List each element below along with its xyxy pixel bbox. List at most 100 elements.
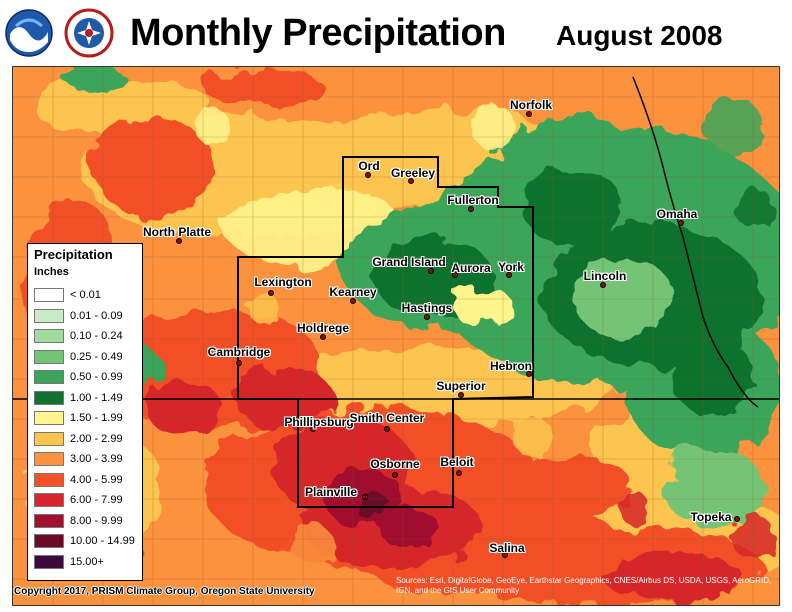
legend-item: 0.01 - 0.09 bbox=[34, 308, 140, 325]
legend-label: 6.00 - 7.99 bbox=[70, 494, 123, 506]
city-dot bbox=[526, 111, 532, 117]
legend-item: 10.00 - 14.99 bbox=[34, 534, 140, 550]
city-dot bbox=[320, 334, 326, 340]
period-label: August 2008 bbox=[556, 20, 723, 51]
legend-label: 0.01 - 0.09 bbox=[70, 309, 123, 322]
legend-swatch bbox=[34, 534, 64, 548]
legend-item: 3.00 - 3.99 bbox=[34, 452, 140, 468]
legend-swatch bbox=[34, 349, 64, 364]
copyright-text: Copyright 2017, PRISM Climate Group, Ore… bbox=[14, 586, 315, 597]
city-label: Grand Island bbox=[372, 255, 446, 269]
city-label: Hastings bbox=[401, 301, 453, 315]
city-dot bbox=[502, 552, 508, 558]
legend-units: Inches bbox=[34, 266, 69, 278]
river-boundary bbox=[632, 76, 759, 408]
city-label: Omaha bbox=[656, 207, 698, 221]
legend-swatch bbox=[34, 431, 64, 446]
city-dot bbox=[458, 392, 464, 398]
legend-item: 8.00 - 9.99 bbox=[34, 513, 140, 530]
city-dot bbox=[506, 272, 512, 278]
city-dot bbox=[236, 360, 242, 366]
legend-label: 1.50 - 1.99 bbox=[70, 412, 123, 424]
city-label: Lexington bbox=[254, 275, 312, 289]
city-label: Holdrege bbox=[296, 321, 350, 335]
legend-swatch bbox=[34, 370, 64, 384]
city-label: Lincoln bbox=[583, 269, 627, 283]
legend-swatch bbox=[34, 308, 64, 323]
city-label: Norfolk bbox=[510, 98, 552, 112]
city-dot bbox=[456, 470, 462, 476]
legend-label: 2.00 - 2.99 bbox=[70, 432, 123, 445]
legend-swatch bbox=[34, 288, 64, 302]
header: Monthly Precipitation August 2008 bbox=[0, 0, 792, 66]
city-dot bbox=[176, 238, 182, 244]
legend-swatch bbox=[34, 452, 64, 466]
city-dot bbox=[362, 494, 368, 500]
legend-swatch bbox=[34, 493, 64, 507]
legend-item: 4.00 - 5.99 bbox=[34, 472, 140, 489]
legend-label: 8.00 - 9.99 bbox=[70, 514, 123, 527]
city-dot bbox=[350, 298, 356, 304]
city-label: Aurora bbox=[451, 261, 491, 275]
legend-label: 4.00 - 5.99 bbox=[70, 473, 123, 486]
forecast-area-outline bbox=[237, 156, 534, 508]
city-label: Beloit bbox=[440, 455, 474, 469]
city-label: Kearney bbox=[329, 285, 377, 299]
city-dot bbox=[452, 272, 458, 278]
city-dot bbox=[408, 178, 414, 184]
legend-item: < 0.01 bbox=[34, 288, 140, 304]
city-label: Topeka bbox=[690, 510, 732, 524]
legend-title: Precipitation bbox=[34, 247, 113, 262]
legend-label: 15.00+ bbox=[70, 555, 104, 568]
city-label: Cambridge bbox=[207, 345, 271, 359]
city-dot bbox=[365, 172, 371, 178]
city-dot bbox=[424, 314, 430, 320]
city-label: Hebron bbox=[490, 359, 532, 373]
city-label: Phillipsburg bbox=[284, 415, 354, 429]
legend-swatch bbox=[34, 554, 64, 569]
legend-swatch bbox=[34, 472, 64, 487]
city-label: Smith Center bbox=[349, 411, 425, 425]
page-title: Monthly Precipitation bbox=[130, 12, 506, 54]
legend-item: 2.00 - 2.99 bbox=[34, 431, 140, 448]
legend-item: 15.00+ bbox=[34, 554, 140, 571]
city-dot bbox=[392, 472, 398, 478]
city-dot bbox=[268, 290, 274, 296]
city-label: Ord bbox=[358, 159, 380, 173]
city-dot bbox=[526, 371, 532, 377]
legend: Precipitation Inches < 0.01 0.01 - 0.09 0.… bbox=[27, 243, 143, 581]
legend-item: 0.25 - 0.49 bbox=[34, 349, 140, 366]
legend-swatch bbox=[34, 513, 64, 528]
legend-item: 1.00 - 1.49 bbox=[34, 390, 140, 407]
legend-swatch bbox=[34, 329, 64, 343]
city-dot bbox=[600, 282, 606, 288]
legend-label: 0.10 - 0.24 bbox=[70, 330, 123, 342]
noaa-logo bbox=[5, 9, 53, 57]
city-label: Salina bbox=[489, 541, 525, 555]
city-label: Plainville bbox=[304, 485, 358, 499]
legend-item: 0.10 - 0.24 bbox=[34, 329, 140, 345]
city-dot bbox=[734, 516, 740, 522]
city-dot bbox=[468, 206, 474, 212]
city-label: Osborne bbox=[370, 457, 420, 471]
legend-swatch bbox=[34, 411, 64, 425]
legend-label: 3.00 - 3.99 bbox=[70, 453, 123, 465]
city-dot bbox=[678, 220, 684, 226]
legend-swatch bbox=[34, 390, 64, 405]
nws-logo bbox=[64, 8, 114, 58]
legend-label: 0.50 - 0.99 bbox=[70, 371, 123, 383]
city-label: Greeley bbox=[390, 166, 436, 180]
city-label: Fullerton bbox=[447, 193, 499, 207]
legend-label: < 0.01 bbox=[70, 289, 101, 301]
legend-label: 0.25 - 0.49 bbox=[70, 350, 123, 363]
legend-label: 10.00 - 14.99 bbox=[70, 535, 135, 547]
legend-label: 1.00 - 1.49 bbox=[70, 391, 123, 404]
legend-item: 6.00 - 7.99 bbox=[34, 493, 140, 509]
city-dot bbox=[310, 426, 316, 432]
city-dot bbox=[428, 268, 434, 274]
legend-item: 1.50 - 1.99 bbox=[34, 411, 140, 427]
city-label: York bbox=[498, 260, 524, 274]
legend-item: 0.50 - 0.99 bbox=[34, 370, 140, 386]
city-label: North Platte bbox=[142, 225, 212, 239]
city-dot bbox=[384, 426, 390, 432]
